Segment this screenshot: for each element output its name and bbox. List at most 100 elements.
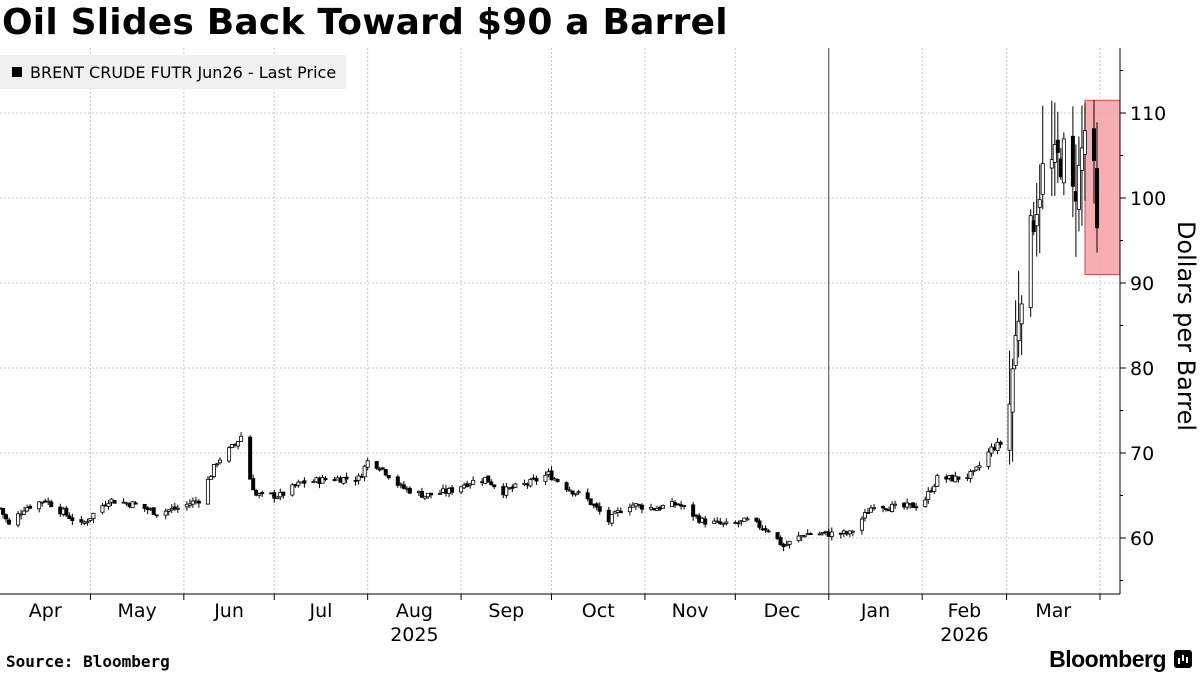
y-tick-label: 70 xyxy=(1130,443,1154,465)
x-axis: Apr May Jun Jul Aug Sep Oct Nov Dec Jan Feb Mar 2025… xyxy=(0,593,1120,646)
candle-body xyxy=(166,509,171,512)
candle-body xyxy=(859,518,864,531)
candle-body xyxy=(893,503,898,506)
candle-body xyxy=(905,502,910,508)
candle-body xyxy=(763,528,768,531)
candle-body xyxy=(142,503,147,509)
candle-body xyxy=(564,482,569,491)
candle-body xyxy=(932,485,937,492)
chart-title: Oil Slides Back Toward $90 a Barrel xyxy=(2,2,728,43)
candle-body xyxy=(254,490,259,496)
candle-body xyxy=(450,487,455,493)
candle-body xyxy=(528,478,533,487)
candle-body xyxy=(365,460,370,468)
candle-body xyxy=(100,505,105,513)
candle-body xyxy=(64,507,69,516)
source-note: Source: Bloomberg xyxy=(6,652,170,671)
candle-body xyxy=(70,517,75,521)
candle-body xyxy=(1037,199,1042,208)
y-tick-label: 100 xyxy=(1130,188,1166,210)
y-tick-label: 110 xyxy=(1130,103,1166,125)
candle-body xyxy=(808,533,813,535)
candle-body xyxy=(401,484,406,489)
candle-body xyxy=(567,489,572,492)
candle-body xyxy=(428,492,433,496)
x-tick-label: Jan xyxy=(860,600,890,622)
candle-body xyxy=(257,493,262,496)
candle-body xyxy=(911,502,916,508)
candle-body xyxy=(682,505,687,507)
candle-body xyxy=(588,498,593,506)
candle-body xyxy=(884,508,889,511)
candle-body xyxy=(380,467,385,470)
x-tick-label: May xyxy=(117,600,156,622)
y-tick-label: 90 xyxy=(1130,273,1154,295)
x-tick-label: Nov xyxy=(672,600,709,622)
candle-body xyxy=(974,466,979,471)
x-tick-label: Aug xyxy=(396,600,433,622)
candle-body xyxy=(754,517,759,522)
candle-body xyxy=(239,435,244,442)
candle-body xyxy=(971,470,976,473)
candle-body xyxy=(272,492,277,499)
candle-body xyxy=(1052,144,1057,163)
candle-body xyxy=(923,499,928,507)
candle-body xyxy=(49,501,54,508)
candle-body xyxy=(1007,403,1012,451)
candle-body xyxy=(260,492,265,494)
candle-body xyxy=(691,504,696,517)
candle-body xyxy=(386,475,391,479)
candle-body xyxy=(16,513,21,526)
candle-body xyxy=(534,477,539,482)
candle-body xyxy=(218,459,223,464)
candle-body xyxy=(383,469,388,476)
candle-body xyxy=(1076,164,1081,210)
x-tick-label: Sep xyxy=(488,600,524,622)
candle-body xyxy=(374,461,379,469)
candle-body xyxy=(214,463,219,466)
candle-body xyxy=(175,507,180,510)
candle-body xyxy=(977,465,982,469)
x-tick-label: Jul xyxy=(308,600,332,622)
legend: BRENT CRUDE FUTR Jun26 - Last Price xyxy=(0,55,347,89)
candle-body xyxy=(736,522,741,525)
candle-body xyxy=(211,464,216,477)
highlight-rect xyxy=(1084,99,1121,275)
candle-body xyxy=(820,532,825,535)
candle-body xyxy=(609,514,614,524)
y-tick-label: 60 xyxy=(1130,528,1154,550)
candle-body xyxy=(881,506,886,509)
candle-body xyxy=(1082,130,1087,155)
candle-body xyxy=(7,519,12,525)
candle-body xyxy=(22,510,27,515)
candle-body xyxy=(4,514,9,520)
candle-body xyxy=(1061,138,1066,184)
candle-body xyxy=(395,476,400,486)
candle-body xyxy=(205,479,210,505)
candle-body xyxy=(1019,303,1024,325)
y-axis-label: Dollars per Barrel xyxy=(1172,220,1200,432)
candle-body xyxy=(573,493,578,496)
candle-body xyxy=(154,514,159,517)
candle-body xyxy=(639,504,644,510)
candle-body xyxy=(661,505,666,509)
brand-logo: Bloomberg xyxy=(1049,646,1166,672)
candle-body xyxy=(703,518,708,525)
x-year-label: 2025 xyxy=(390,624,438,646)
candle-body xyxy=(407,487,412,494)
candle-body xyxy=(251,478,256,491)
candle-body xyxy=(419,491,424,498)
candle-body xyxy=(190,500,195,505)
candle-body xyxy=(344,476,349,480)
candle-body xyxy=(998,441,1003,445)
candle-body xyxy=(489,481,494,486)
x-tick-label: Oct xyxy=(582,600,615,622)
candle-body xyxy=(850,530,855,533)
candle-body xyxy=(597,506,602,512)
candle-body xyxy=(106,502,111,507)
candle-body xyxy=(1079,147,1084,171)
candle-body xyxy=(504,486,509,496)
candle-body xyxy=(1013,335,1018,366)
candle-body xyxy=(890,503,895,512)
gridlines xyxy=(0,48,1120,594)
